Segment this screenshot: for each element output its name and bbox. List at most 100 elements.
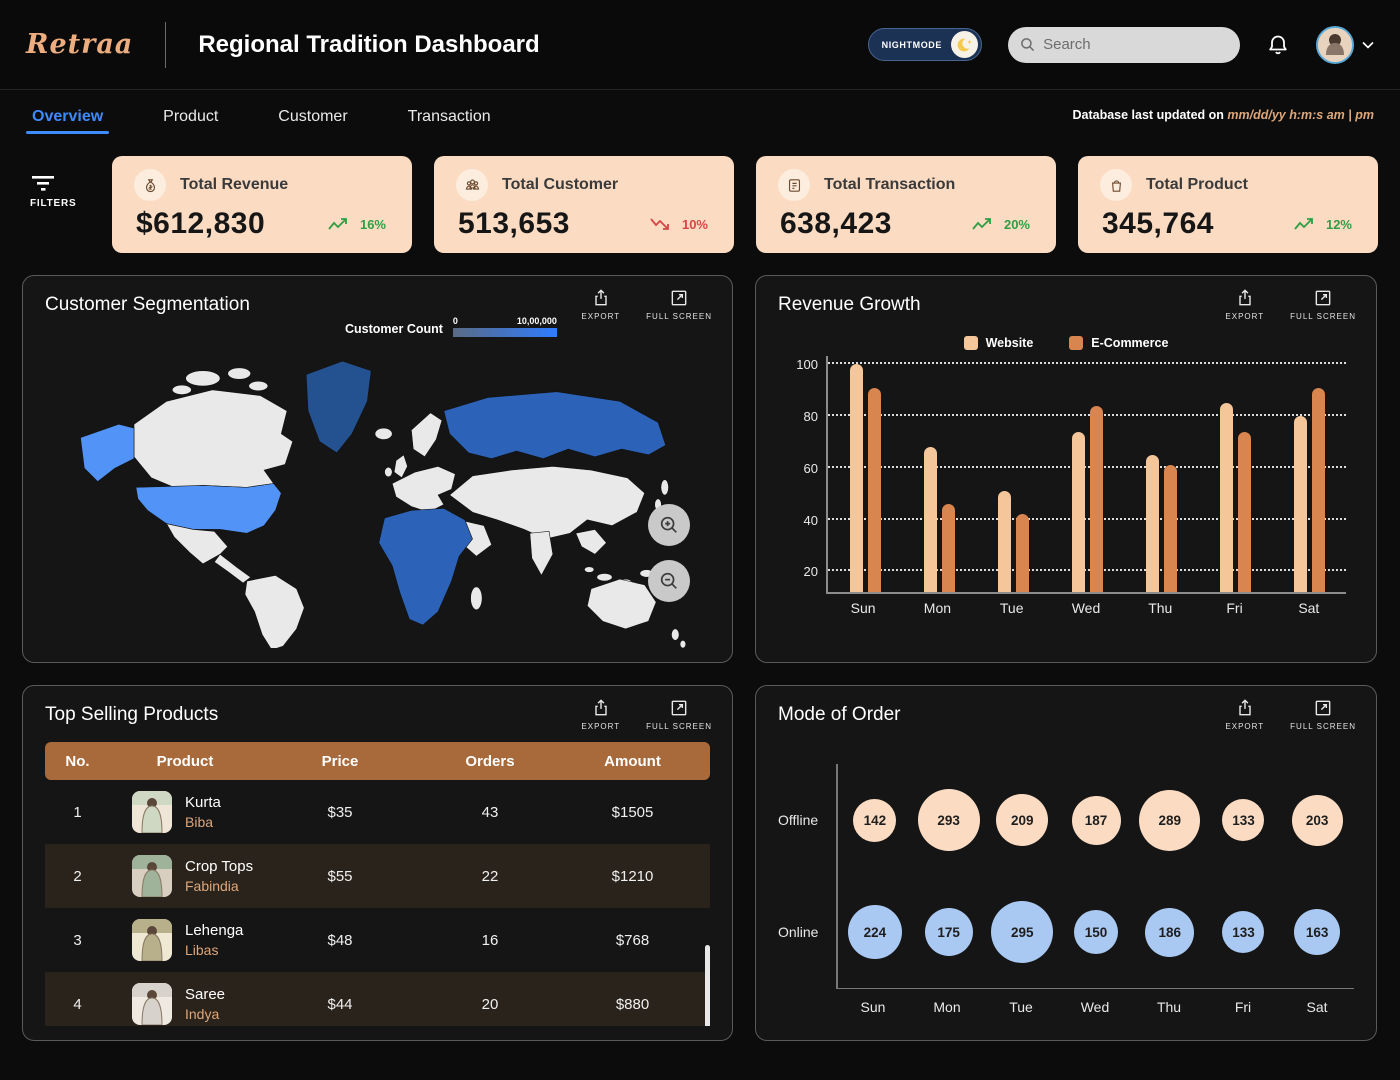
bar-website-sat[interactable] <box>1294 416 1307 592</box>
bubble-offline-tue[interactable]: 209 <box>996 794 1048 846</box>
cell-product: LehengaLibas <box>110 919 260 961</box>
cell-price: $48 <box>260 932 420 949</box>
table-row[interactable]: 2Crop TopsFabindia$5522$1210 <box>45 844 710 908</box>
bubble-online-sat[interactable]: 163 <box>1294 909 1340 955</box>
export-button[interactable]: EXPORT <box>581 698 620 731</box>
y-axis-label: 60 <box>780 461 818 476</box>
fullscreen-button[interactable]: FULL SCREEN <box>1290 698 1356 731</box>
bar-website-sun[interactable] <box>850 364 863 592</box>
tab-transaction[interactable]: Transaction <box>406 92 493 142</box>
map-zoom-in-button[interactable] <box>648 504 690 546</box>
bar-e-commerce-sun[interactable] <box>868 388 881 592</box>
bubble-offline-sun[interactable]: 142 <box>853 799 896 842</box>
table-row[interactable]: 4SareeIndya$4420$880 <box>45 972 710 1026</box>
cell-product: Crop TopsFabindia <box>110 855 260 897</box>
x-axis-label: Tue <box>975 600 1049 616</box>
table-header: No.ProductPriceOrdersAmount <box>45 742 710 780</box>
bar-e-commerce-sat[interactable] <box>1312 388 1325 592</box>
x-axis-label: Sat <box>1272 600 1346 616</box>
brand-logo: Retraa <box>26 29 133 60</box>
bar-website-tue[interactable] <box>998 491 1011 592</box>
bubble-offline-fri[interactable]: 133 <box>1222 799 1264 841</box>
x-axis-label: Mon <box>900 600 974 616</box>
cell-amount: $880 <box>560 996 705 1013</box>
fullscreen-icon <box>669 288 689 308</box>
bar-e-commerce-wed[interactable] <box>1090 406 1103 592</box>
fullscreen-button[interactable]: FULL SCREEN <box>1290 288 1356 321</box>
kpi-cards: Total Revenue$612,83016%Total Customer51… <box>112 156 1378 253</box>
bubble-online-thu[interactable]: 186 <box>1145 908 1194 957</box>
bubble-online-mon[interactable]: 175 <box>925 908 973 956</box>
tab-customer[interactable]: Customer <box>276 92 349 142</box>
kpi-trend-up: 12% <box>1293 217 1352 232</box>
cell-no: 2 <box>45 868 110 885</box>
tab-product[interactable]: Product <box>161 92 220 142</box>
cell-no: 3 <box>45 932 110 949</box>
column-header: Orders <box>420 753 560 770</box>
export-button[interactable]: EXPORT <box>581 288 620 321</box>
bubble-online-tue[interactable]: 295 <box>991 901 1053 963</box>
bar-website-wed[interactable] <box>1072 432 1085 592</box>
product-brand: Indya <box>185 1006 225 1022</box>
kpi-card-total-product: Total Product345,76412% <box>1078 156 1378 253</box>
cell-no: 4 <box>45 996 110 1013</box>
fullscreen-button[interactable]: FULL SCREEN <box>646 288 712 321</box>
table-row[interactable]: 3LehengaLibas$4816$768 <box>45 908 710 972</box>
export-icon <box>591 288 611 308</box>
bar-e-commerce-thu[interactable] <box>1164 465 1177 592</box>
bar-e-commerce-mon[interactable] <box>942 504 955 592</box>
table-body[interactable]: 1KurtaBiba$3543$1505 2Crop TopsFabindia$5… <box>45 780 710 1026</box>
search-bar[interactable] <box>1008 27 1240 63</box>
zoom-out-icon <box>658 570 680 592</box>
table-row[interactable]: 1KurtaBiba$3543$1505 <box>45 780 710 844</box>
world-map[interactable] <box>45 342 710 648</box>
bubble-online-sun[interactable]: 224 <box>848 905 902 959</box>
table-scrollbar[interactable] <box>705 945 710 1026</box>
bar-website-fri[interactable] <box>1220 403 1233 592</box>
legend-item-website: Website <box>964 336 1034 350</box>
chevron-down-icon[interactable] <box>1362 41 1374 49</box>
bubble-offline-sat[interactable]: 203 <box>1292 795 1343 846</box>
fullscreen-icon <box>1313 288 1333 308</box>
filters-button[interactable]: FILTERS <box>22 156 112 253</box>
kpi-label: Total Customer <box>502 176 618 194</box>
bar-e-commerce-tue[interactable] <box>1016 514 1029 592</box>
bar-group-sun <box>828 356 902 592</box>
bubble-online-wed[interactable]: 150 <box>1074 910 1118 954</box>
db-last-updated: Database last updated on mm/dd/yy h:m:s … <box>1073 108 1375 122</box>
bubble-offline-wed[interactable]: 187 <box>1072 796 1121 845</box>
x-axis-label: Sat <box>1280 999 1354 1015</box>
notification-bell-icon[interactable] <box>1266 33 1290 57</box>
kpi-trend-up: 16% <box>327 217 386 232</box>
header-divider <box>165 22 166 68</box>
panel-mode-of-order: Mode of Order EXPORT FULL SCREEN Offline… <box>755 685 1377 1041</box>
bar-group-thu <box>1124 356 1198 592</box>
bubble-offline-thu[interactable]: 289 <box>1139 790 1200 851</box>
cell-price: $55 <box>260 868 420 885</box>
cell-orders: 22 <box>420 868 560 885</box>
export-button[interactable]: EXPORT <box>1225 288 1264 321</box>
product-name: Kurta <box>185 794 221 811</box>
bar-website-thu[interactable] <box>1146 455 1159 592</box>
search-icon <box>1020 36 1035 53</box>
bar-e-commerce-fri[interactable] <box>1238 432 1251 592</box>
cell-product: SareeIndya <box>110 983 260 1025</box>
fullscreen-button[interactable]: FULL SCREEN <box>646 698 712 731</box>
export-icon <box>1235 288 1255 308</box>
fullscreen-icon <box>1313 698 1333 718</box>
row-label-offline: Offline <box>778 764 836 876</box>
nightmode-toggle[interactable]: NIGHTMODE <box>868 28 982 61</box>
map-legend: Customer Count 010,00,000 <box>345 316 557 337</box>
tab-overview[interactable]: Overview <box>30 92 105 142</box>
product-brand: Fabindia <box>185 878 253 894</box>
search-input[interactable] <box>1043 36 1228 53</box>
map-zoom-out-button[interactable] <box>648 560 690 602</box>
bubble-offline-mon[interactable]: 293 <box>918 789 980 851</box>
export-button[interactable]: EXPORT <box>1225 698 1264 731</box>
user-menu[interactable] <box>1316 26 1374 64</box>
bubble-row-online: 224 175 295 150 186 133 163 <box>838 876 1354 988</box>
zoom-in-icon <box>658 514 680 536</box>
avatar[interactable] <box>1316 26 1354 64</box>
bubble-online-fri[interactable]: 133 <box>1222 911 1264 953</box>
bar-website-mon[interactable] <box>924 447 937 592</box>
